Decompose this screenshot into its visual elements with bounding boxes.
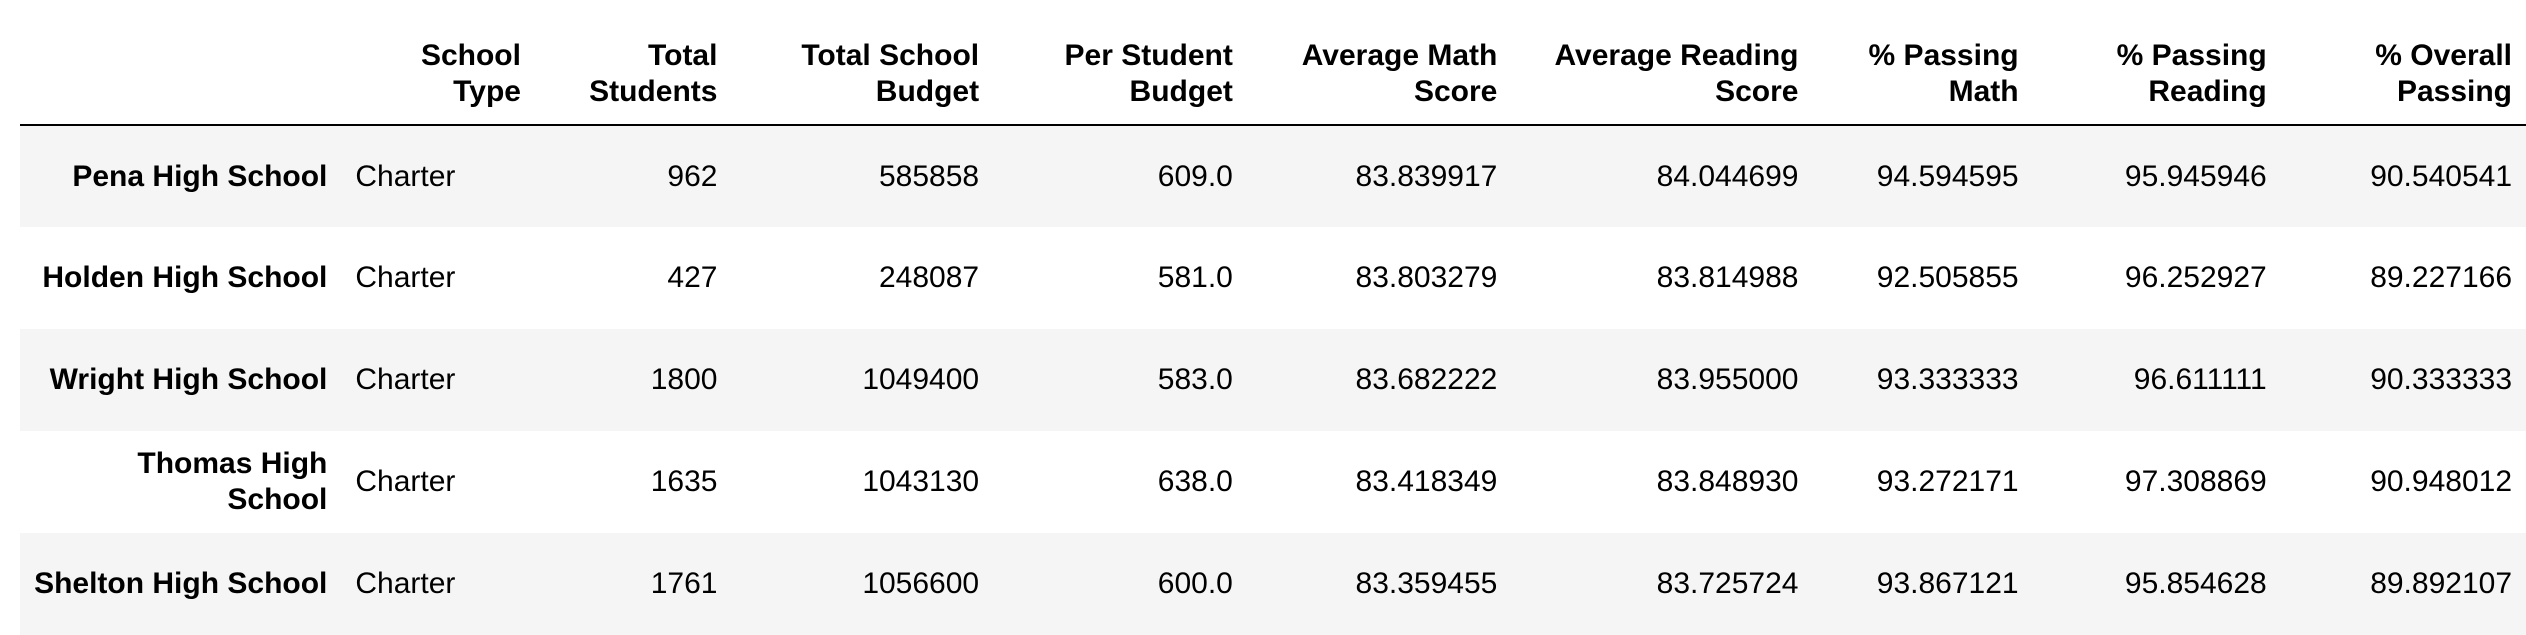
- cell-average-math-score: 83.418349: [1355, 465, 1498, 498]
- cell-average-reading-score: 83.955000: [1656, 363, 1799, 396]
- table-row: Shelton High School Charter 1761 1056600…: [20, 533, 2526, 635]
- table-row: Thomas High School Charter 1635 1043130 …: [20, 431, 2526, 533]
- cell-average-math-score: 83.803279: [1355, 261, 1498, 294]
- cell-total-school-budget: 1043130: [862, 465, 980, 498]
- cell-passing-math: 93.272171: [1876, 465, 2019, 498]
- cell-passing-reading: 95.854628: [2124, 567, 2267, 600]
- cell-school-type: Charter: [355, 363, 456, 396]
- cell-school-type: Charter: [355, 159, 456, 193]
- cell-passing-math: 94.594595: [1876, 159, 2019, 193]
- cell-overall-passing: 90.333333: [2370, 363, 2512, 396]
- cell-per-student-budget: 638.0: [1157, 465, 1233, 498]
- cell-average-reading-score: 83.848930: [1656, 465, 1799, 498]
- cell-total-students: 1635: [650, 465, 718, 498]
- table-row: Wright High School Charter 1800 1049400 …: [20, 329, 2526, 431]
- cell-average-reading-score: 84.044699: [1656, 159, 1799, 193]
- column-header-passing-math: % Passing Math: [1812, 0, 2033, 126]
- cell-passing-math: 93.333333: [1876, 363, 2019, 396]
- column-header-passing-reading: % Passing Reading: [2032, 0, 2281, 126]
- cell-per-student-budget: 583.0: [1157, 363, 1233, 396]
- cell-overall-passing: 89.227166: [2370, 261, 2512, 294]
- column-header-index: [20, 0, 342, 126]
- cell-passing-reading: 97.308869: [2124, 465, 2267, 498]
- column-header-per-student-budget: Per Student Budget: [993, 0, 1247, 126]
- cell-total-school-budget: 1056600: [862, 567, 980, 600]
- column-header-overall-passing: % Overall Passing: [2280, 0, 2526, 126]
- cell-school-type: Charter: [355, 465, 456, 498]
- row-header-school: Wright High School: [49, 363, 328, 396]
- cell-overall-passing: 90.540541: [2370, 159, 2512, 193]
- column-header-total-school-budget: Total School Budget: [731, 0, 994, 126]
- cell-school-type: Charter: [355, 567, 456, 600]
- cell-total-students: 427: [667, 261, 718, 294]
- table-header: School Type Total Students Total School …: [20, 0, 2526, 126]
- cell-total-school-budget: 585858: [879, 159, 980, 193]
- cell-passing-math: 93.867121: [1876, 567, 2019, 600]
- cell-school-type: Charter: [355, 261, 456, 294]
- table-body: Pena High School Charter 962 585858 609.…: [20, 125, 2526, 635]
- column-header-total-students: Total Students: [534, 0, 732, 126]
- table-row: Holden High School Charter 427 248087 58…: [20, 227, 2526, 329]
- cell-per-student-budget: 609.0: [1157, 159, 1233, 193]
- row-header-school: Shelton High School: [34, 567, 328, 600]
- cell-average-math-score: 83.359455: [1355, 567, 1498, 600]
- cell-total-school-budget: 248087: [879, 261, 980, 294]
- cell-per-student-budget: 600.0: [1157, 567, 1233, 600]
- cell-total-students: 962: [667, 159, 718, 193]
- header-row: School Type Total Students Total School …: [20, 0, 2526, 126]
- dataframe-output: School Type Total Students Total School …: [20, 0, 2526, 635]
- cell-total-students: 1761: [650, 567, 718, 600]
- school-summary-table: School Type Total Students Total School …: [20, 0, 2526, 635]
- cell-total-school-budget: 1049400: [862, 363, 980, 396]
- row-header-school: Thomas High School: [137, 447, 328, 516]
- cell-average-math-score: 83.682222: [1355, 363, 1498, 396]
- row-header-school: Holden High School: [42, 261, 328, 294]
- cell-overall-passing: 90.948012: [2370, 465, 2512, 498]
- column-header-average-math-score: Average Math Score: [1246, 0, 1512, 126]
- cell-overall-passing: 89.892107: [2370, 567, 2512, 600]
- table-row: Pena High School Charter 962 585858 609.…: [20, 125, 2526, 227]
- cell-average-reading-score: 83.814988: [1656, 261, 1799, 294]
- column-header-school-type: School Type: [341, 0, 535, 126]
- cell-passing-math: 92.505855: [1876, 261, 2019, 294]
- cell-passing-reading: 95.945946: [2124, 159, 2267, 193]
- cell-total-students: 1800: [650, 363, 718, 396]
- cell-average-reading-score: 83.725724: [1656, 567, 1799, 600]
- row-header-school: Pena High School: [72, 159, 328, 193]
- cell-per-student-budget: 581.0: [1157, 261, 1233, 294]
- cell-passing-reading: 96.252927: [2124, 261, 2267, 294]
- cell-average-math-score: 83.839917: [1355, 159, 1498, 193]
- column-header-average-reading-score: Average Reading Score: [1511, 0, 1813, 126]
- cell-passing-reading: 96.611111: [2133, 363, 2267, 396]
